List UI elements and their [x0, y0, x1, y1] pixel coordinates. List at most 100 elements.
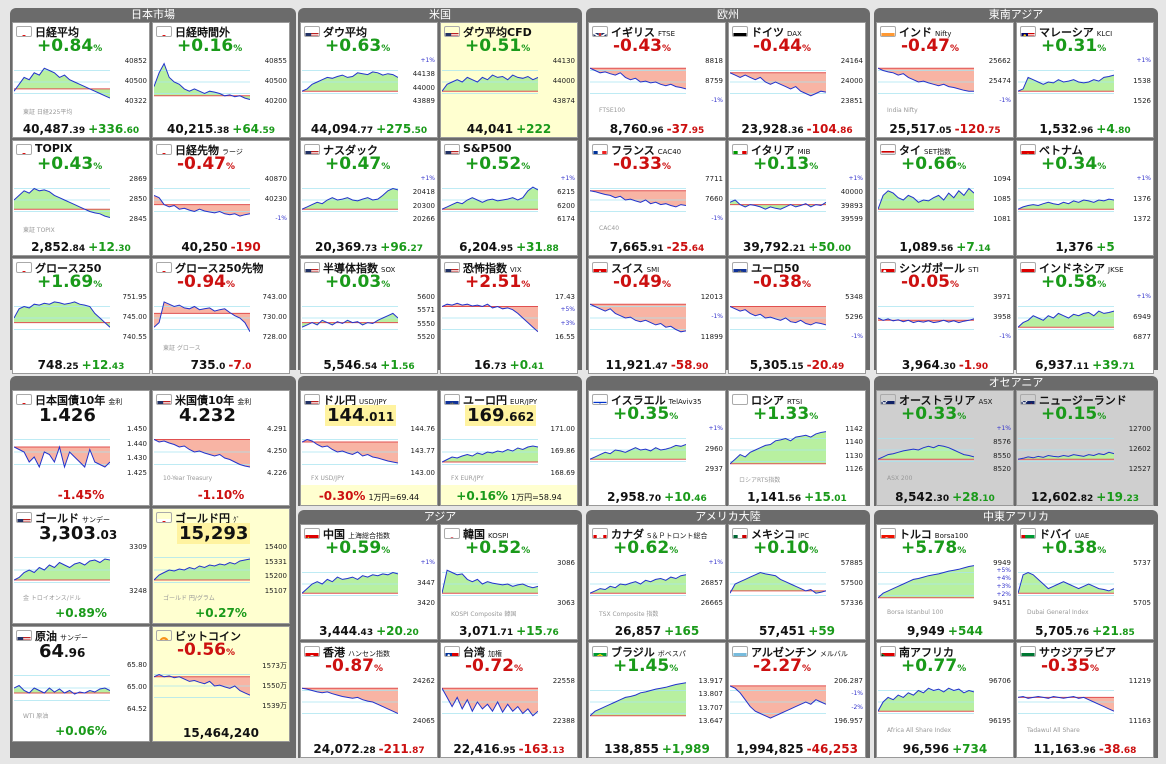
market-tile[interactable]: 中国 上海総合指数 +0.59% +1% 3447 3420 3,444.43 +20.20 — [300, 524, 438, 640]
chart-area — [14, 68, 110, 99]
market-tile[interactable]: 香港 ハンセン指数 -0.87% 24262 24065 24,072.28 -211.87 — [300, 642, 438, 758]
intraday-chart — [1018, 438, 1114, 462]
chart-series-line — [442, 569, 538, 594]
market-tile[interactable]: スイス SMI -0.49% 12013 -1% 11899 11,921.47 -58.90 — [588, 258, 726, 374]
market-tile[interactable]: ベトナム +0.34% +1% 1376 1372 1,376 +5 — [1016, 140, 1154, 256]
market-tile[interactable]: イギリス FTSE -0.43% FTSE100 8818 8759 -1% 8,760.96… — [588, 22, 726, 138]
axis-label: -1% — [711, 313, 723, 320]
chart-series-line — [590, 67, 686, 90]
percent-sign: % — [802, 664, 812, 674]
market-tile[interactable]: ダウ平均 +0.63% +1% 44138 44000 43889 44,094.77 +27… — [300, 22, 438, 138]
last-price-dec: .77 — [357, 126, 374, 136]
flag-icon — [1020, 394, 1036, 405]
market-tile[interactable]: 南アフリカ +0.77% Africa All Share Index 96706 96… — [876, 642, 1014, 758]
change-percent-value: +0.59 — [325, 538, 382, 558]
net-change-int: -7 — [228, 358, 242, 372]
net-change-int: +31 — [516, 240, 543, 254]
market-tile[interactable]: 日経平均 +0.84% 東証 日経225平均 40852 40500 40322 40,48… — [12, 22, 150, 138]
market-tile[interactable]: イタリア MIB +0.13% +1% 40000 39893 39599 39,792.21… — [728, 140, 866, 256]
market-tile[interactable]: インドネシア JKSE +0.58% +1% 6949 6877 6,937.11 +39.7… — [1016, 258, 1154, 374]
market-name: 日経先物 ラージ — [175, 142, 243, 158]
market-tile[interactable]: 日経先物 ラージ -0.47% 40870 40230 -1% 40,250 -190 — [152, 140, 290, 256]
chart-watermark: FX EUR/JPY — [451, 475, 484, 482]
chart-watermark: TSX Composite 指数 — [599, 611, 659, 618]
market-tile[interactable]: 恐怖指数 VIX +2.51% 17.43 +5% +3% 16.55 16.73 +0.41 — [440, 258, 578, 374]
market-tile[interactable]: オーストラリア ASX +0.33% ASX 200 +1% 8576 8550 8520 8,… — [876, 390, 1014, 506]
change-percent: -2.27% — [753, 656, 811, 676]
market-tile[interactable]: ニュージーランド +0.15% 12700 12602 12527 12,602.82 +1… — [1016, 390, 1154, 506]
net-change-dec: .60 — [123, 126, 140, 136]
chart-watermark: FX USD/JPY — [311, 475, 345, 482]
market-tile[interactable]: ゴールド サンデー 3,303.03 金 トロイオンス/ドル 3309 3248 +0.89… — [12, 508, 150, 624]
axis-label: 1085 — [993, 195, 1011, 203]
intraday-chart — [1018, 306, 1114, 330]
percent-sign: % — [381, 44, 391, 54]
market-name-label: オーストラリア — [899, 394, 976, 407]
last-price-int: 96,596 — [902, 742, 950, 756]
percent-sign: % — [1097, 546, 1107, 556]
market-tile[interactable]: 日本国債10年 金利 1.426 1.450 1.440 1.430 1.425 -1.45% — [12, 390, 150, 506]
group-row: オーストラリア ASX +0.33% ASX 200 +1% 8576 8550 8520 8,… — [876, 390, 1154, 506]
axis-label: 2869 — [129, 175, 147, 183]
market-tile[interactable]: イスラエル TelAviv35 +0.35% +1% 2960 2937 2,958.70 +… — [588, 390, 726, 506]
group-row: TOPIX +0.43% 東証 TOPIX 2869 2850 2845 2,852.84 +… — [12, 140, 290, 256]
market-tile[interactable]: インド Nifty -0.47% India Nifty 25662 25474 -1% 25… — [876, 22, 1014, 138]
market-tile[interactable]: 韓国 KOSPI +0.52% KOSPI Composite 韓国 3086 3063 3… — [440, 524, 578, 640]
market-tile[interactable]: ゴールド円 ｸﾞ 15,293 ゴールド 円/グラム 15400 15331 15200 15… — [152, 508, 290, 624]
net-change-int: +7 — [956, 240, 975, 254]
market-tile[interactable]: S&P500 +0.52% +1% 6215 6200 6174 6,204.95 +31.8… — [440, 140, 578, 256]
market-tile[interactable]: トルコ Borsa100 +5.78% Borsa Istanbul 100 9949 +… — [876, 524, 1014, 640]
market-tile[interactable]: シンガポール STI -0.05% 3971 3958 -1% 3,964.30 -1.90 — [876, 258, 1014, 374]
market-tile[interactable]: ブラジル ボベスパ +1.45% 13.917 13.807 13.707 13.647 13… — [588, 642, 726, 758]
net-change: -211.87 — [379, 742, 425, 756]
market-tile[interactable]: ドバイ UAE +0.38% Dubai General Index 5737 5705 5… — [1016, 524, 1154, 640]
chart-series-line — [14, 67, 110, 99]
flag-icon — [880, 528, 896, 539]
market-tile[interactable]: メキシコ IPC +0.10% 57885 57500 57336 57,451 +59 — [728, 524, 866, 640]
market-tile[interactable]: サウジアラビア -0.35% Tadawul All Share 11219 11163… — [1016, 642, 1154, 758]
market-tile[interactable]: 原油 サンデー 64.96 WTI 原油 65.80 65.00 64.52 +0.06% — [12, 626, 150, 742]
axis-label: 57500 — [840, 579, 863, 587]
market-tile[interactable]: ナスダック +0.47% +1% 20418 20300 20266 20,369.73 +9… — [300, 140, 438, 256]
market-name: ビットコイン — [175, 628, 241, 644]
chart-area — [442, 187, 538, 210]
last-price-int: 138,855 — [604, 742, 659, 756]
market-tile[interactable]: B ビットコイン-0.56% 1573万 1550万 1539万 15,464,240 — [152, 626, 290, 742]
market-tile[interactable]: ドル円 USD/JPY 144.011 FX USD/JPY 144.76 143.77 1… — [300, 390, 438, 506]
market-tile[interactable]: ユーロ円 EUR/JPY 169.662 FX EUR/JPY 171.00 169.86… — [440, 390, 578, 506]
market-tile[interactable]: 半導体指数 SOX +0.03% 5600 5571 5550 5520 5,546.54 +1… — [300, 258, 438, 374]
net-change-int: -25 — [666, 240, 689, 254]
last-price-int: 748 — [37, 358, 63, 372]
intraday-chart — [878, 306, 974, 330]
chart-area — [302, 572, 398, 594]
net-change: +336.60 — [88, 122, 139, 136]
market-tile[interactable]: ダウ平均CFD +0.51% 44130 44000 43874 44,041 +222 — [440, 22, 578, 138]
net-change: +50.00 — [808, 240, 851, 254]
market-tile[interactable]: 台湾 加権 -0.72% 22558 22388 22,416.95 -163.13 — [440, 642, 578, 758]
market-tile[interactable]: TOPIX +0.43% 東証 TOPIX 2869 2850 2845 2,852.84 +… — [12, 140, 150, 256]
price-row: 22,416.95 -163.13 — [441, 742, 577, 756]
market-group: 日本市場 日経平均 +0.84% 東証 日経225平均 40852 40500 40322 4… — [10, 8, 296, 374]
last-price: 25,517.05 — [889, 122, 951, 136]
group-row: スイス SMI -0.49% 12013 -1% 11899 11,921.47 -58.90… — [588, 258, 866, 374]
market-tile[interactable]: マレーシア KLCI +0.31% +1% 1538 1526 1,532.96 +4.80 — [1016, 22, 1154, 138]
market-tile[interactable]: グロース250 +1.69% 751.95 745.00 740.55 748.25 +12… — [12, 258, 150, 374]
market-tile[interactable]: 米国債10年 金利 4.232 10-Year Treasury 4.291 4.250 4… — [152, 390, 290, 506]
axis-label: 15400 — [264, 543, 287, 551]
market-tile[interactable]: ロシア RTSI +1.33% ロシアRTS指数 1142 1140 1130 1126 1,1… — [728, 390, 866, 506]
market-name-sub: S＆Ｐトロント総合 — [647, 532, 708, 540]
market-tile[interactable]: アルゼンチン メルバル -2.27% 206.287 -1% -2% 196.957 1,99… — [728, 642, 866, 758]
axis-label: 751.95 — [122, 293, 148, 301]
axis-label: 6949 — [1133, 313, 1151, 321]
market-tile[interactable]: ユーロ50 -0.38% 5348 5296 -1% 5,305.15 -20.49 — [728, 258, 866, 374]
last-price-dec: .39 — [69, 126, 86, 136]
market-tile[interactable]: ドイツ DAX -0.44% 24164 24000 23851 23,928.36 -104… — [728, 22, 866, 138]
market-tile[interactable]: タイ SET指数 +0.66% 1094 1085 1081 1,089.56 +7.14 — [876, 140, 1014, 256]
market-tile[interactable]: グロース250先物 -0.94% 東証 グロース 743.00 730.00 728.00… — [152, 258, 290, 374]
net-change: +28.10 — [952, 490, 995, 504]
market-tile[interactable]: カナダ S＆Ｐトロント総合 +0.62% TSX Composite 指数 +1% 268… — [588, 524, 726, 640]
market-name-sub: 金利 — [237, 398, 252, 406]
last-price-int: 40,215 — [167, 122, 214, 136]
market-tile[interactable]: 日経時間外 +0.16% 40855 40500 40200 40,215.38 +64.5… — [152, 22, 290, 138]
market-tile[interactable]: フランス CAC40 -0.33% CAC40 7711 7660 -1% 7,665.91-… — [588, 140, 726, 256]
